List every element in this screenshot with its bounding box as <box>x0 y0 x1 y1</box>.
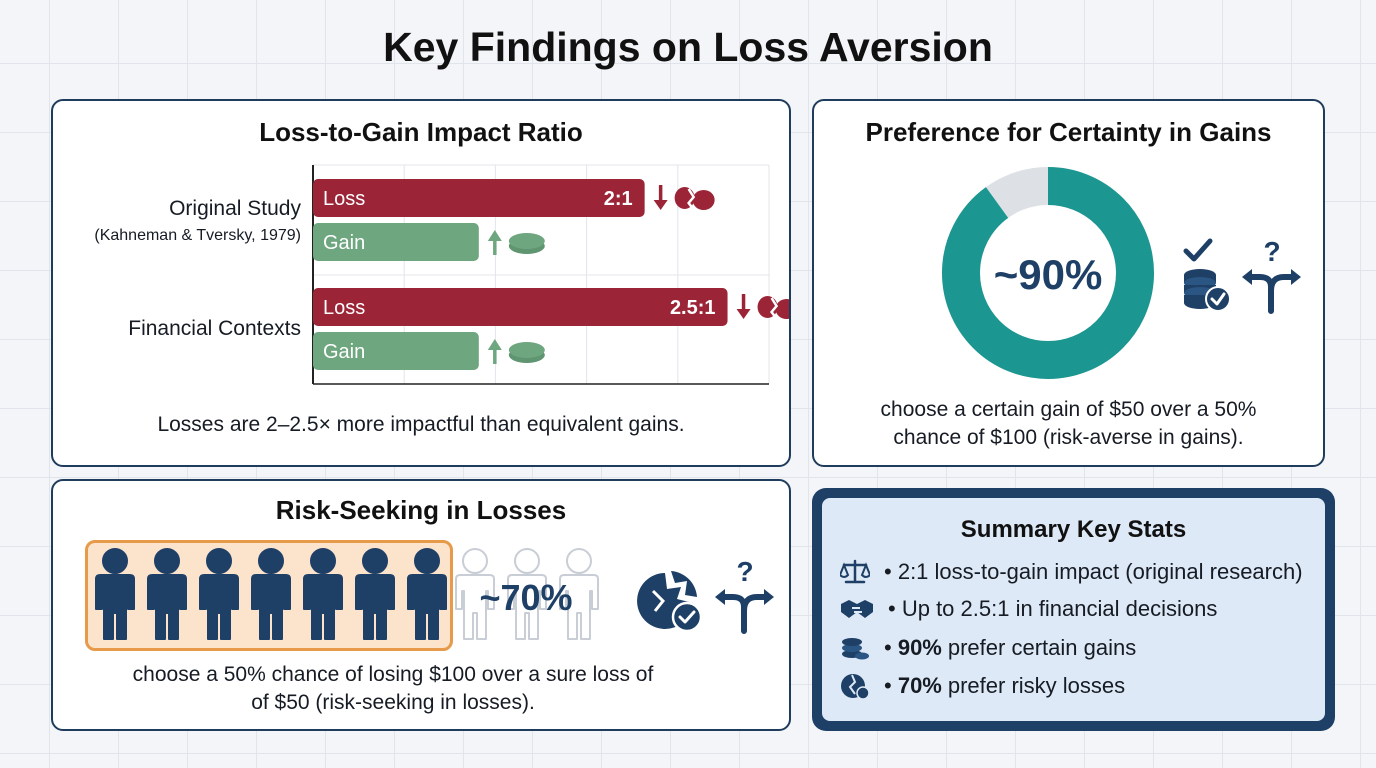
risk-card-title: Risk-Seeking in Losses <box>275 495 567 525</box>
summary-item-bold: 70% <box>897 673 942 698</box>
person-icon-highlighted <box>303 548 343 640</box>
gain-bar <box>313 332 479 370</box>
summary-item: • 2:1 loss-to-gain impact (original rese… <box>840 558 1303 586</box>
summary-item-text: 2:1 loss-to-gain impact (original resear… <box>897 559 1303 584</box>
broken-coin-icon <box>757 296 789 321</box>
loss-bar <box>313 288 728 326</box>
gain-bar <box>313 223 479 261</box>
bar-value-label: 2:1 <box>604 188 633 210</box>
donut-main-slice <box>942 167 1154 379</box>
person-icon-outline <box>559 548 599 640</box>
gain-bar-label: Gain <box>323 232 365 254</box>
donut-center-label: ~90% <box>994 251 1103 298</box>
person-icon-highlighted <box>251 548 291 640</box>
broken-coin-icon <box>841 674 870 700</box>
decision-fork-icon: ? <box>715 556 774 634</box>
coin-icon <box>508 233 545 254</box>
svg-text:?: ? <box>1263 236 1280 267</box>
decision-fork-icon: ? <box>1242 236 1301 314</box>
person-icon-highlighted <box>95 548 135 640</box>
category-label-1: Financial Contexts <box>128 317 301 340</box>
summary-item: • Up to 2.5:1 in financial decisions <box>840 596 1217 622</box>
up-arrow-icon <box>487 230 502 241</box>
broken-coin-icon <box>637 571 703 633</box>
coins-check-icon <box>1183 238 1231 312</box>
summary-item: • 70% prefer risky losses <box>840 672 1125 700</box>
loss-bar <box>313 179 645 217</box>
coin-icon <box>508 342 545 363</box>
person-icon-highlighted <box>147 548 187 640</box>
loss-bar-label: Loss <box>323 297 365 319</box>
svg-text:?: ? <box>736 556 753 587</box>
impact-ratio-chart: Loss 2:1 Gain Loss 2.5:1 Gain <box>312 164 789 385</box>
certainty-caption-line2: chance of $100 (risk-averse in gains). <box>893 426 1244 449</box>
person-icon-highlighted <box>355 548 395 640</box>
certainty-caption-line1: choose a certain gain of $50 over a 50% <box>880 398 1257 421</box>
summary-item: • 90% prefer certain gains <box>840 634 1136 662</box>
up-arrow-icon <box>487 339 502 350</box>
category-sublabel-0: (Kahneman & Tversky, 1979) <box>94 227 301 244</box>
bar-value-label: 2.5:1 <box>670 297 716 319</box>
people-pictogram <box>95 548 599 640</box>
risk-percent-label: ~70% <box>479 577 573 618</box>
scale-icon <box>840 559 870 584</box>
certainty-card: Preference for Certainty in Gains ~90% ?… <box>812 99 1325 467</box>
person-icon-outline <box>455 548 495 640</box>
ratio-caption: Losses are 2–2.5× more impactful than eq… <box>157 413 685 436</box>
category-label-0: Original Study <box>169 197 301 220</box>
summary-title: Summary Key Stats <box>960 516 1187 543</box>
loss-gain-ratio-card: Loss-to-Gain Impact Ratio Original Study… <box>51 99 791 467</box>
summary-item-text: prefer certain gains <box>947 635 1137 660</box>
loss-bar-label: Loss <box>323 188 365 210</box>
summary-item-text: prefer risky losses <box>947 673 1126 698</box>
down-arrow-icon <box>653 200 668 210</box>
risk-caption-line2: of $50 (risk-seeking in losses). <box>251 691 535 714</box>
summary-item-bold: 90% <box>897 635 942 660</box>
risk-seeking-card: Risk-Seeking in Losses ~70% ? choose a 5… <box>51 479 791 731</box>
person-icon-outline <box>507 548 547 640</box>
coins-icon <box>842 638 869 660</box>
summary-inner-panel: Summary Key Stats • 2:1 loss-to-gain imp… <box>822 498 1325 721</box>
certainty-card-title: Preference for Certainty in Gains <box>865 117 1272 147</box>
summary-card: Summary Key Stats • 2:1 loss-to-gain imp… <box>812 488 1335 731</box>
down-arrow-icon <box>736 309 751 319</box>
broken-coin-icon <box>674 187 715 212</box>
page-title: Key Findings on Loss Aversion <box>383 24 993 70</box>
person-icon-highlighted <box>407 548 447 640</box>
certainty-donut-chart: ~90% <box>942 167 1154 379</box>
person-icon-highlighted <box>199 548 239 640</box>
ratio-card-title: Loss-to-Gain Impact Ratio <box>259 117 583 147</box>
handshake-icon <box>841 600 873 618</box>
risk-caption-line1: choose a 50% chance of losing $100 over … <box>132 663 654 686</box>
summary-item-text: Up to 2.5:1 in financial decisions <box>901 596 1218 621</box>
gain-bar-label: Gain <box>323 341 365 363</box>
